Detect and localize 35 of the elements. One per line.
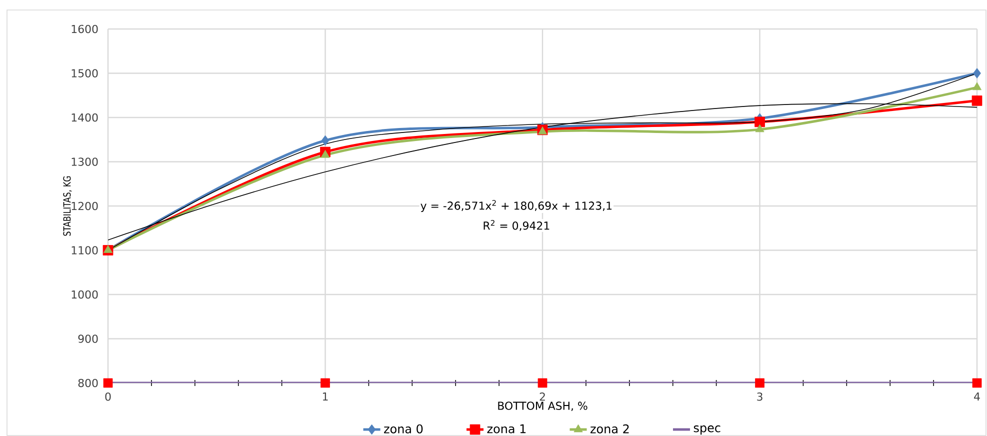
y-tick-label: 800 — [78, 378, 98, 388]
point — [321, 135, 330, 146]
point — [754, 116, 765, 128]
y-tick-label: 900 — [78, 334, 98, 343]
x-axis-title: BOTTOM ASH, % — [498, 402, 588, 412]
y-tick-label: 1500 — [72, 69, 98, 78]
x-tick-label: 1 — [322, 392, 328, 400]
point — [973, 68, 981, 78]
y-tick-label: 1600 — [72, 24, 98, 34]
point — [755, 124, 764, 132]
point — [538, 378, 548, 388]
point — [320, 378, 330, 388]
point — [103, 378, 113, 388]
y-tick-label: 1000 — [72, 290, 98, 299]
x-tick-label: 4 — [974, 392, 980, 400]
y-tick-label: 1100 — [72, 246, 98, 254]
annotation: R$^{2}$ = 0,9421 — [484, 220, 550, 231]
legend-label: zona 1 — [487, 424, 526, 434]
legend-label: spec — [694, 425, 720, 435]
point — [972, 95, 982, 106]
legend-label: zona 0 — [384, 424, 423, 434]
point — [320, 150, 330, 158]
x-tick-label: 0 — [105, 392, 111, 401]
point — [972, 82, 982, 90]
x-tick-label: 2 — [540, 392, 545, 401]
y-tick-label: 1300 — [72, 158, 98, 166]
annotation: y = -26,571x$^{2}$ + 180,69x + 1123,1 — [420, 200, 612, 212]
point — [755, 378, 764, 388]
y-tick-label: 1400 — [72, 113, 98, 122]
point — [972, 378, 982, 388]
x-tick-label: 3 — [757, 392, 762, 401]
legend-label: zona 2 — [590, 424, 629, 434]
point — [104, 245, 113, 253]
y-axis-title: STABILITAS, KG — [63, 176, 72, 236]
y-tick-label: 1200 — [72, 202, 98, 210]
